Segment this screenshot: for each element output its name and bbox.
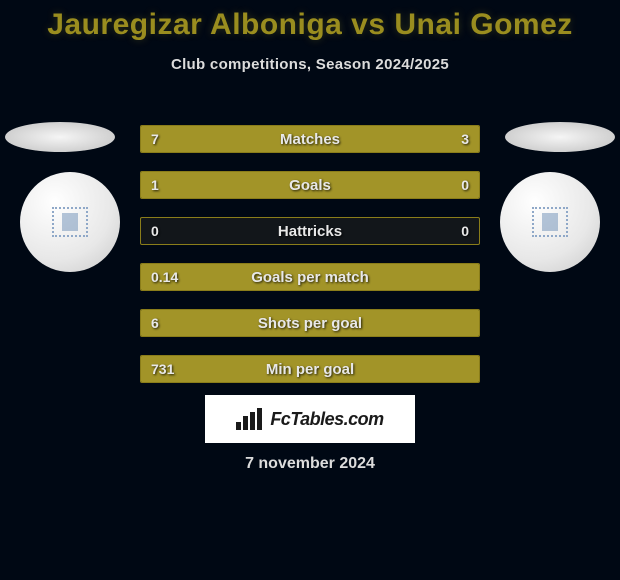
stat-bar-row: 6Shots per goal bbox=[140, 309, 480, 337]
stat-bar-row: 73Matches bbox=[140, 125, 480, 153]
stat-bar-left-fill bbox=[141, 310, 479, 336]
snapshot-date: 7 november 2024 bbox=[0, 455, 620, 473]
stat-bar-left-fill bbox=[141, 126, 367, 152]
stat-bar-left-fill bbox=[141, 172, 405, 198]
player-left-shadow bbox=[5, 122, 115, 152]
player-right-avatar bbox=[500, 172, 600, 272]
comparison-title: Jauregizar Alboniga vs Unai Gomez bbox=[0, 0, 620, 42]
stat-bar-left-fill bbox=[141, 356, 479, 382]
brand-badge: FcTables.com bbox=[205, 395, 415, 443]
stat-bar-row: 0 0Hattricks bbox=[140, 217, 480, 245]
stat-bar-right-fill bbox=[405, 172, 479, 198]
jersey-placeholder-icon bbox=[52, 207, 88, 237]
stat-label: Hattricks bbox=[141, 218, 479, 244]
player-left-avatar bbox=[20, 172, 120, 272]
stat-value-right: 0 bbox=[461, 218, 469, 244]
brand-text: FcTables.com bbox=[270, 409, 383, 430]
stat-value-left: 0 bbox=[151, 218, 159, 244]
stat-bar-row: 0.14Goals per match bbox=[140, 263, 480, 291]
stat-bar-row: 731Min per goal bbox=[140, 355, 480, 383]
jersey-placeholder-icon bbox=[532, 207, 568, 237]
bar-chart-icon bbox=[236, 408, 264, 430]
stat-bar-right-fill bbox=[367, 126, 479, 152]
stats-bars: 73Matches 10Goals 0 0Hattricks 0.14Goals per… bbox=[140, 125, 480, 401]
player-right-shadow bbox=[505, 122, 615, 152]
comparison-subtitle: Club competitions, Season 2024/2025 bbox=[0, 56, 620, 73]
stat-bar-left-fill bbox=[141, 264, 479, 290]
stat-bar-row: 10Goals bbox=[140, 171, 480, 199]
